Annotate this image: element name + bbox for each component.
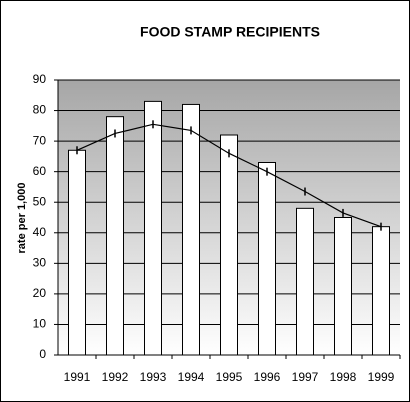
x-tick-label: 1993	[140, 370, 167, 384]
y-tick-label: 20	[33, 286, 47, 300]
x-tick-label: 1996	[254, 370, 281, 384]
x-tick-label: 1992	[102, 370, 129, 384]
y-axis-label: rate per 1,000	[16, 183, 28, 254]
x-tick-label: 1999	[368, 370, 395, 384]
bar	[334, 217, 352, 356]
bar	[68, 149, 86, 356]
bar	[182, 103, 200, 356]
y-tick-label: 0	[39, 347, 46, 361]
y-tick-label: 90	[33, 72, 47, 86]
y-tick-label: 30	[33, 256, 47, 270]
bar	[372, 226, 390, 356]
y-tick-label: 60	[33, 164, 47, 178]
y-tick-label: 80	[33, 103, 47, 117]
bar	[144, 100, 162, 356]
chart-title: FOOD STAMP RECIPIENTS	[140, 24, 320, 40]
y-tick-label: 10	[33, 317, 47, 331]
bar	[106, 116, 124, 356]
bar	[296, 207, 314, 356]
y-tick-label: 50	[33, 194, 47, 208]
y-tick-label: 70	[33, 133, 47, 147]
x-tick-label: 1994	[178, 370, 205, 384]
bar	[220, 134, 238, 356]
x-tick-label: 1997	[292, 370, 319, 384]
x-tick-label: 1991	[64, 370, 91, 384]
x-tick-label: 1998	[330, 370, 357, 384]
x-tick-label: 1995	[216, 370, 243, 384]
y-tick-label: 40	[33, 225, 47, 239]
bar	[258, 162, 276, 356]
